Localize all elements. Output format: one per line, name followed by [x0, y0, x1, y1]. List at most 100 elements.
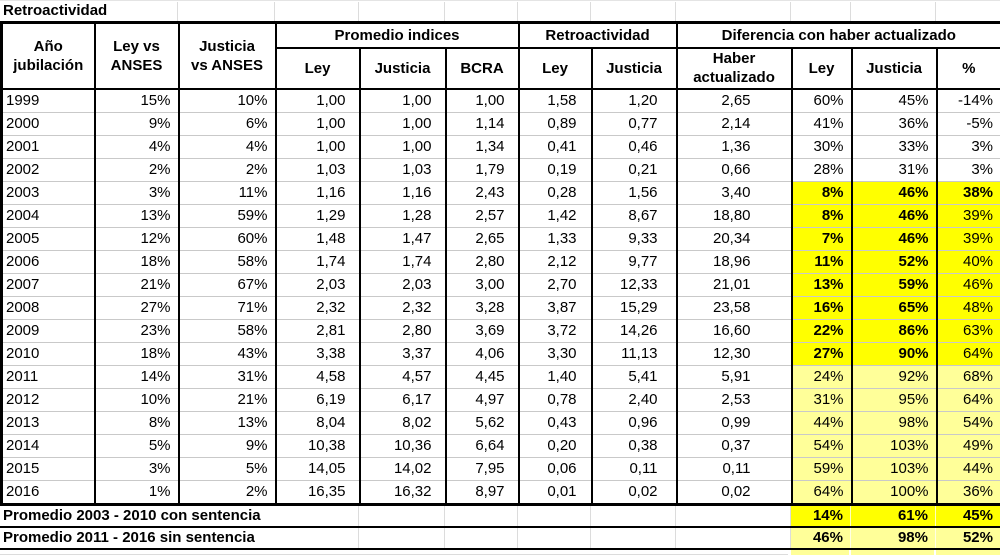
cell-value: 11% — [179, 181, 276, 204]
cell-year: 2015 — [2, 457, 95, 480]
cell-value: 4% — [95, 135, 179, 158]
cell-value: 0,20 — [519, 434, 592, 457]
cell-value: 0,02 — [677, 480, 792, 504]
cell-value: 2,53 — [677, 388, 792, 411]
cell-value: 103% — [852, 457, 937, 480]
cell-value: 1,16 — [276, 181, 360, 204]
header-justicia-anses: Justicia vs ANSES — [179, 23, 276, 89]
cell-value: 3% — [937, 135, 1000, 158]
cell-value: 8% — [95, 411, 179, 434]
cell-value: 46% — [937, 273, 1000, 296]
cell-value: 2,81 — [276, 319, 360, 342]
cell-value: 0,28 — [519, 181, 592, 204]
cell-value: 67% — [179, 273, 276, 296]
cell-value: 18,96 — [677, 250, 792, 273]
cell-value: 36% — [937, 480, 1000, 504]
cell-value: 1,03 — [360, 158, 446, 181]
cell-value: 1,28 — [360, 204, 446, 227]
cell-value: 6,19 — [276, 388, 360, 411]
cell-value: 92% — [852, 365, 937, 388]
empty-cell — [358, 528, 444, 548]
cell-value: 4,06 — [446, 342, 519, 365]
cell-value: 8% — [792, 181, 852, 204]
cell-value: 0,21 — [592, 158, 677, 181]
cell-value: 12,33 — [592, 273, 677, 296]
cell-value: 1,16 — [360, 181, 446, 204]
header-dif-justicia: Justicia — [852, 48, 937, 89]
summary-label: Promedio 2011 - 2016 sin sentencia — [0, 528, 358, 548]
cell-value: 22% — [792, 319, 852, 342]
cell-value: 2,57 — [446, 204, 519, 227]
summary-value-pct: 52% — [935, 528, 1000, 548]
cell-value: 8,97 — [446, 480, 519, 504]
cell-value: 1,29 — [276, 204, 360, 227]
cell-year: 2007 — [2, 273, 95, 296]
cell-value: 2,40 — [592, 388, 677, 411]
cell-value: 71% — [179, 296, 276, 319]
cell-year: 2010 — [2, 342, 95, 365]
cell-value: 63% — [937, 319, 1000, 342]
cell-value: 41% — [792, 112, 852, 135]
cell-value: 0,06 — [519, 457, 592, 480]
cell-year: 2000 — [2, 112, 95, 135]
cell-value: 2% — [95, 158, 179, 181]
summary-label: Promedio 2003 - 2010 con sentencia — [0, 506, 358, 526]
cell-year: 2014 — [2, 434, 95, 457]
cell-value: 1,40 — [519, 365, 592, 388]
cell-value: 54% — [792, 434, 852, 457]
summary-row-con-sentencia: Promedio 2003 - 2010 con sentencia 14% 6… — [0, 506, 1000, 528]
cell-value: 18% — [95, 250, 179, 273]
cell-value: 2% — [179, 480, 276, 504]
page-title: Retroactividad — [3, 2, 107, 19]
header-ley-anses: Ley vs ANSES — [95, 23, 179, 89]
header-group-diferencia: Diferencia con haber actualizado — [677, 23, 1000, 48]
cell-value: 0,89 — [519, 112, 592, 135]
cell-value: 0,99 — [677, 411, 792, 434]
cell-value: 100% — [852, 480, 937, 504]
cell-value: 44% — [937, 457, 1000, 480]
cell-value: 16,60 — [677, 319, 792, 342]
cell-value: 98% — [852, 411, 937, 434]
cell-value: 6,64 — [446, 434, 519, 457]
cell-value: 13% — [179, 411, 276, 434]
cell-value: 6% — [179, 112, 276, 135]
cell-value: 24% — [792, 365, 852, 388]
cell-value: 38% — [937, 181, 1000, 204]
empty-cell — [358, 506, 444, 526]
cell-value: 36% — [852, 112, 937, 135]
clipped-yellow-cell — [851, 550, 934, 555]
header-retro-ley: Ley — [519, 48, 592, 89]
cell-value: 1,20 — [592, 89, 677, 113]
cell-value: 0,66 — [677, 158, 792, 181]
cell-value: 13% — [95, 204, 179, 227]
cell-value: 0,96 — [592, 411, 677, 434]
cell-value: 44% — [792, 411, 852, 434]
cell-value: 59% — [792, 457, 852, 480]
cell-year: 2003 — [2, 181, 95, 204]
cell-value: 2,80 — [446, 250, 519, 273]
cell-year: 2011 — [2, 365, 95, 388]
cell-year: 2004 — [2, 204, 95, 227]
cell-value: 9,33 — [592, 227, 677, 250]
cell-value: 9% — [95, 112, 179, 135]
clipped-yellow-cell — [936, 550, 1000, 555]
cell-value: 10% — [95, 388, 179, 411]
cell-value: 1,33 — [519, 227, 592, 250]
gridline — [590, 2, 591, 21]
cell-value: 2,14 — [677, 112, 792, 135]
cell-year: 2006 — [2, 250, 95, 273]
cell-value: 2,32 — [276, 296, 360, 319]
cell-value: 27% — [792, 342, 852, 365]
summary-value-ley: 46% — [790, 528, 850, 548]
cell-value: 14,26 — [592, 319, 677, 342]
cell-value: 64% — [937, 388, 1000, 411]
header-promedio-justicia: Justicia — [360, 48, 446, 89]
cell-value: 16% — [792, 296, 852, 319]
cell-value: 2,80 — [360, 319, 446, 342]
cell-value: 4,45 — [446, 365, 519, 388]
